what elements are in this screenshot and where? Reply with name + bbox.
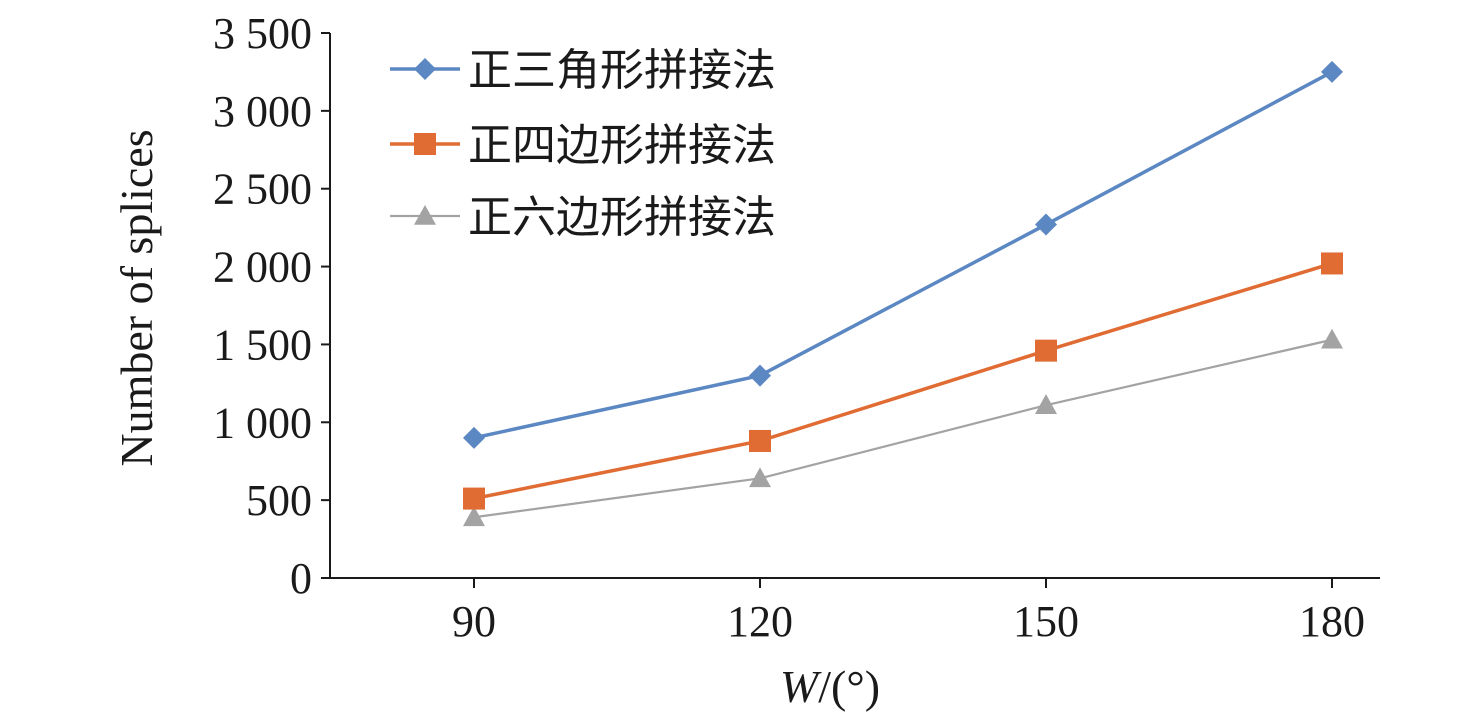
legend-item: 正四边形拼接法 bbox=[390, 120, 776, 171]
data-point-marker bbox=[1035, 394, 1057, 414]
y-tick-label: 0 bbox=[290, 554, 312, 603]
data-point-marker bbox=[463, 506, 485, 527]
legend-label: 正四边形拼接法 bbox=[468, 120, 776, 171]
series-group bbox=[463, 60, 1343, 449]
legend-marker bbox=[414, 205, 436, 225]
x-axis-title: W/(°) bbox=[780, 661, 880, 712]
data-point-marker bbox=[749, 429, 771, 452]
y-tick-label: 3 000 bbox=[213, 87, 312, 136]
legend-item: 正六边形拼接法 bbox=[390, 192, 776, 243]
series-line bbox=[473, 70, 1333, 440]
y-tick-label: 1 500 bbox=[213, 320, 312, 369]
axes: 0 500 1 000 1 500 2 000 2 500 3 000 3 500 90 120 1… bbox=[111, 9, 1380, 712]
y-tick-label: 500 bbox=[246, 476, 312, 525]
y-tick-label: 2 000 bbox=[213, 243, 312, 292]
x-axis-title-unit: /(°) bbox=[818, 661, 880, 712]
legend-label: 正三角形拼接法 bbox=[468, 45, 776, 96]
series-group bbox=[463, 328, 1343, 527]
y-tick-label: 1 000 bbox=[213, 398, 312, 447]
data-point-marker bbox=[749, 467, 771, 488]
data-point-marker bbox=[1321, 328, 1343, 349]
series-layer bbox=[463, 60, 1343, 527]
data-point-marker bbox=[1321, 60, 1343, 83]
legend-item: 正三角形拼接法 bbox=[390, 45, 776, 96]
x-tick-label: 120 bbox=[727, 597, 793, 646]
series-group bbox=[463, 252, 1343, 510]
legend-label: 正六边形拼接法 bbox=[468, 192, 776, 243]
data-point-marker bbox=[1035, 339, 1057, 362]
x-tick-label: 150 bbox=[1013, 597, 1079, 646]
data-point-marker bbox=[1321, 252, 1343, 275]
series-line bbox=[473, 261, 1333, 501]
data-point-marker bbox=[463, 426, 485, 449]
legend-marker bbox=[414, 58, 436, 80]
y-axis-title: Number of splices bbox=[111, 129, 162, 466]
series-line bbox=[473, 338, 1333, 519]
data-point-marker bbox=[463, 487, 485, 510]
x-tick-label: 90 bbox=[452, 597, 496, 646]
y-tick-label: 3 500 bbox=[213, 9, 312, 58]
y-tick-label: 2 500 bbox=[213, 165, 312, 214]
data-point-marker bbox=[749, 364, 771, 387]
data-point-marker bbox=[1035, 213, 1057, 236]
x-tick-label: 180 bbox=[1299, 597, 1365, 646]
legend-marker bbox=[414, 133, 436, 155]
x-axis-title-variable: W bbox=[780, 661, 822, 712]
